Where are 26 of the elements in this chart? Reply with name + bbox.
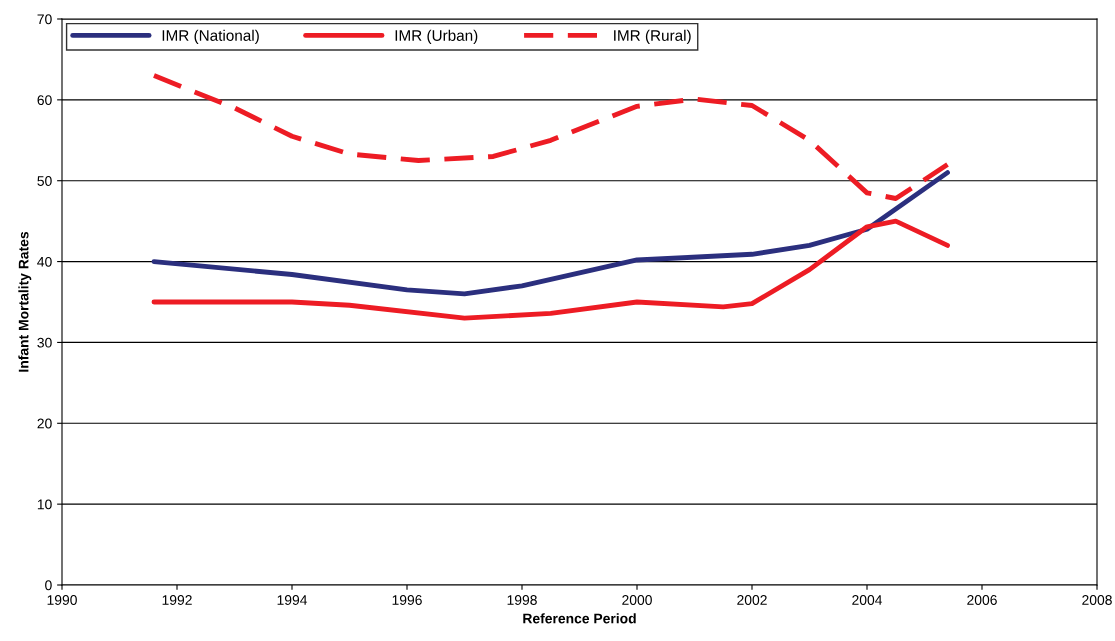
x-tick-label: 2008 bbox=[1082, 595, 1112, 605]
y-tick-label: 0 bbox=[45, 580, 52, 591]
y-tick-label: 50 bbox=[37, 176, 52, 186]
x-tick-label: 2002 bbox=[737, 595, 767, 605]
x-tick-label: 1990 bbox=[47, 595, 77, 605]
x-tick-label: 1994 bbox=[277, 595, 308, 605]
line-series bbox=[151, 170, 950, 297]
y-axis-title: Infant Mortality Rates bbox=[18, 231, 32, 372]
y-tick-label: 60 bbox=[37, 95, 52, 106]
y-tick-label: 40 bbox=[37, 256, 52, 267]
x-tick-label: 2004 bbox=[852, 595, 883, 605]
x-tick-label: 2006 bbox=[967, 595, 997, 605]
legend-label: IMR (National) bbox=[162, 29, 259, 44]
line-series bbox=[151, 218, 950, 321]
line-series bbox=[151, 73, 950, 201]
legend-label: IMR (Rural) bbox=[614, 29, 691, 44]
x-tick-label: 1992 bbox=[162, 595, 192, 605]
x-tick-label: 1998 bbox=[507, 595, 537, 605]
y-tick-label: 10 bbox=[37, 499, 52, 510]
x-tick-label: 1996 bbox=[392, 595, 422, 605]
x-tick-label: 2000 bbox=[622, 595, 652, 605]
y-tick-label: 20 bbox=[37, 418, 52, 429]
x-axis-title: Reference Period bbox=[523, 613, 636, 624]
y-tick-label: 30 bbox=[37, 337, 52, 348]
y-tick-label: 70 bbox=[37, 14, 52, 25]
legend-label: IMR (Urban) bbox=[395, 29, 478, 44]
